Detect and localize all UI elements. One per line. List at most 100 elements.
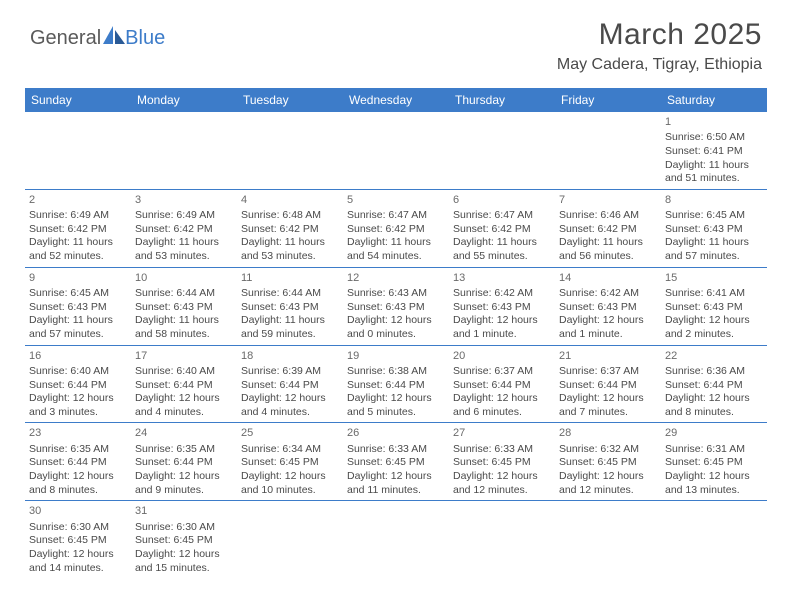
- calendar-cell-empty: [131, 112, 237, 189]
- daylight-line: Daylight: 12 hours and 3 minutes.: [29, 392, 127, 419]
- day-number: 2: [29, 193, 127, 207]
- day-number: 20: [453, 349, 551, 363]
- sunrise-line: Sunrise: 6:37 AM: [453, 365, 551, 379]
- sunrise-line: Sunrise: 6:46 AM: [559, 209, 657, 223]
- sunrise-line: Sunrise: 6:31 AM: [665, 443, 763, 457]
- weekday-header: Monday: [131, 88, 237, 112]
- day-number: 18: [241, 349, 339, 363]
- calendar-cell: 18Sunrise: 6:39 AMSunset: 6:44 PMDayligh…: [237, 345, 343, 423]
- day-number: 1: [665, 115, 763, 129]
- sunset-line: Sunset: 6:44 PM: [347, 379, 445, 393]
- sunrise-line: Sunrise: 6:35 AM: [135, 443, 233, 457]
- daylight-line: Daylight: 12 hours and 8 minutes.: [29, 470, 127, 497]
- day-number: 17: [135, 349, 233, 363]
- calendar-row: 2Sunrise: 6:49 AMSunset: 6:42 PMDaylight…: [25, 189, 767, 267]
- daylight-line: Daylight: 12 hours and 12 minutes.: [453, 470, 551, 497]
- sunrise-line: Sunrise: 6:49 AM: [135, 209, 233, 223]
- calendar-row: 23Sunrise: 6:35 AMSunset: 6:44 PMDayligh…: [25, 423, 767, 501]
- calendar-cell: 25Sunrise: 6:34 AMSunset: 6:45 PMDayligh…: [237, 423, 343, 501]
- sunset-line: Sunset: 6:43 PM: [347, 301, 445, 315]
- calendar-cell: 12Sunrise: 6:43 AMSunset: 6:43 PMDayligh…: [343, 267, 449, 345]
- sunset-line: Sunset: 6:42 PM: [29, 223, 127, 237]
- weekday-header: Wednesday: [343, 88, 449, 112]
- daylight-line: Daylight: 11 hours and 59 minutes.: [241, 314, 339, 341]
- calendar-cell-empty: [449, 501, 555, 578]
- sunrise-line: Sunrise: 6:42 AM: [559, 287, 657, 301]
- weekday-header: Tuesday: [237, 88, 343, 112]
- day-number: 14: [559, 271, 657, 285]
- calendar-cell: 16Sunrise: 6:40 AMSunset: 6:44 PMDayligh…: [25, 345, 131, 423]
- calendar-cell: 11Sunrise: 6:44 AMSunset: 6:43 PMDayligh…: [237, 267, 343, 345]
- calendar-row: 1Sunrise: 6:50 AMSunset: 6:41 PMDaylight…: [25, 112, 767, 189]
- calendar-cell: 21Sunrise: 6:37 AMSunset: 6:44 PMDayligh…: [555, 345, 661, 423]
- calendar-cell: 23Sunrise: 6:35 AMSunset: 6:44 PMDayligh…: [25, 423, 131, 501]
- sunset-line: Sunset: 6:44 PM: [453, 379, 551, 393]
- weekday-header: Sunday: [25, 88, 131, 112]
- logo-text-general: General: [30, 27, 101, 50]
- sunset-line: Sunset: 6:43 PM: [241, 301, 339, 315]
- calendar-cell-empty: [25, 112, 131, 189]
- day-number: 9: [29, 271, 127, 285]
- sunrise-line: Sunrise: 6:35 AM: [29, 443, 127, 457]
- daylight-line: Daylight: 12 hours and 2 minutes.: [665, 314, 763, 341]
- calendar-cell: 28Sunrise: 6:32 AMSunset: 6:45 PMDayligh…: [555, 423, 661, 501]
- sunrise-line: Sunrise: 6:50 AM: [665, 131, 763, 145]
- sunset-line: Sunset: 6:44 PM: [135, 379, 233, 393]
- calendar-cell-empty: [237, 112, 343, 189]
- day-number: 26: [347, 426, 445, 440]
- sunset-line: Sunset: 6:43 PM: [665, 223, 763, 237]
- day-number: 24: [135, 426, 233, 440]
- calendar-cell: 5Sunrise: 6:47 AMSunset: 6:42 PMDaylight…: [343, 189, 449, 267]
- day-number: 6: [453, 193, 551, 207]
- day-number: 23: [29, 426, 127, 440]
- logo: General Blue: [30, 18, 165, 50]
- calendar-cell: 19 Sunrise: 6:38 AMSunset: 6:44 PMDayligh…: [343, 345, 449, 423]
- sunset-line: Sunset: 6:43 PM: [453, 301, 551, 315]
- sunrise-line: Sunrise: 6:47 AM: [453, 209, 551, 223]
- daylight-line: Daylight: 12 hours and 4 minutes.: [135, 392, 233, 419]
- daylight-line: Daylight: 12 hours and 14 minutes.: [29, 548, 127, 575]
- sunset-line: Sunset: 6:44 PM: [665, 379, 763, 393]
- calendar-cell: 2Sunrise: 6:49 AMSunset: 6:42 PMDaylight…: [25, 189, 131, 267]
- sunrise-line: Sunrise: 6:49 AM: [29, 209, 127, 223]
- daylight-line: Daylight: 11 hours and 56 minutes.: [559, 236, 657, 263]
- calendar-cell: 9Sunrise: 6:45 AMSunset: 6:43 PMDaylight…: [25, 267, 131, 345]
- calendar-cell: 30Sunrise: 6:30 AMSunset: 6:45 PMDayligh…: [25, 501, 131, 578]
- sunset-line: Sunset: 6:45 PM: [241, 456, 339, 470]
- sunrise-line: Sunrise: 6:30 AM: [29, 521, 127, 535]
- calendar-cell-empty: [449, 112, 555, 189]
- calendar-cell: 14Sunrise: 6:42 AMSunset: 6:43 PMDayligh…: [555, 267, 661, 345]
- day-number: 21: [559, 349, 657, 363]
- day-number: 8: [665, 193, 763, 207]
- weekday-header: Saturday: [661, 88, 767, 112]
- day-number: 3: [135, 193, 233, 207]
- logo-text-blue: Blue: [125, 27, 165, 50]
- daylight-line: Daylight: 12 hours and 1 minute.: [453, 314, 551, 341]
- daylight-line: Daylight: 11 hours and 53 minutes.: [135, 236, 233, 263]
- calendar-cell: 31Sunrise: 6:30 AMSunset: 6:45 PMDayligh…: [131, 501, 237, 578]
- day-number: 25: [241, 426, 339, 440]
- sunrise-line: Sunrise: 6:42 AM: [453, 287, 551, 301]
- daylight-line: Daylight: 11 hours and 53 minutes.: [241, 236, 339, 263]
- sunrise-line: Sunrise: 6:38 AM: [347, 365, 445, 379]
- daylight-line: Daylight: 12 hours and 5 minutes.: [347, 392, 445, 419]
- sunset-line: Sunset: 6:44 PM: [241, 379, 339, 393]
- sunset-line: Sunset: 6:44 PM: [559, 379, 657, 393]
- day-number: 30: [29, 504, 127, 518]
- daylight-line: Daylight: 12 hours and 4 minutes.: [241, 392, 339, 419]
- day-number: 19: [347, 349, 445, 363]
- sunset-line: Sunset: 6:45 PM: [665, 456, 763, 470]
- location-subtitle: May Cadera, Tigray, Ethiopia: [557, 56, 762, 74]
- calendar-cell: 15Sunrise: 6:41 AMSunset: 6:43 PMDayligh…: [661, 267, 767, 345]
- sunset-line: Sunset: 6:42 PM: [453, 223, 551, 237]
- sunset-line: Sunset: 6:45 PM: [453, 456, 551, 470]
- day-number: 22: [665, 349, 763, 363]
- day-number: 5: [347, 193, 445, 207]
- daylight-line: Daylight: 12 hours and 11 minutes.: [347, 470, 445, 497]
- sunrise-line: Sunrise: 6:34 AM: [241, 443, 339, 457]
- calendar-cell-empty: [343, 501, 449, 578]
- sunset-line: Sunset: 6:44 PM: [135, 456, 233, 470]
- page-header: General Blue March 2025 May Cadera, Tigr…: [0, 0, 792, 80]
- daylight-line: Daylight: 11 hours and 57 minutes.: [665, 236, 763, 263]
- sunrise-line: Sunrise: 6:30 AM: [135, 521, 233, 535]
